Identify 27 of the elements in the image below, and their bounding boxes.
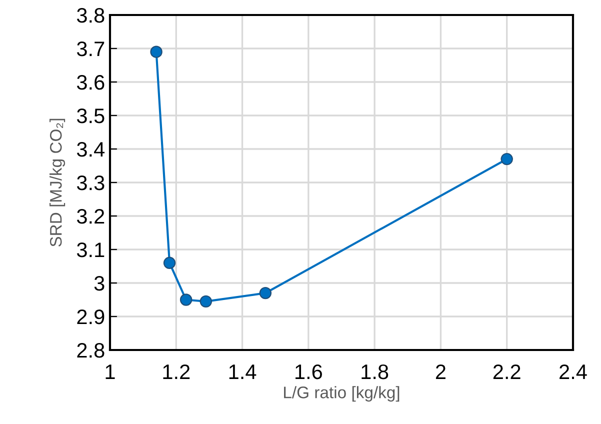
y-tick-label: 2.9 (77, 310, 104, 324)
point (500, 152, 513, 166)
y-tick-label: 3.5 (76, 108, 104, 124)
y-tick-label: 3 (94, 276, 104, 291)
point (200, 295, 212, 308)
y-tick-label: 3.8 (76, 8, 104, 23)
y-tick-label: 3.7 (76, 42, 104, 56)
x-tick-label: 1 (106, 364, 115, 379)
x-axis-title: L/G ratio [kg/kg] (284, 386, 400, 402)
x-tick-label: 2.2 (493, 364, 520, 379)
point (259, 286, 272, 300)
y-tick-label: 3.4 (76, 142, 105, 157)
y-tick-label: 3.6 (76, 75, 104, 90)
y-tick-label: 3.1 (76, 242, 104, 258)
x-tick-label: 2 (436, 364, 446, 379)
x-tick-label: 1.6 (296, 364, 322, 380)
y-axis-title: SRD [MJ/kg CO₂] (50, 118, 66, 247)
x-tick-label: 1.8 (362, 364, 388, 380)
x-tick-label: 1.4 (229, 364, 256, 379)
point (180, 294, 192, 306)
y-tick-label: 3.3 (76, 176, 104, 190)
x-tick-label: 2.4 (560, 364, 587, 379)
y-tick-label: 3.2 (76, 209, 104, 224)
point (150, 46, 162, 58)
x-tick-label: 1.2 (163, 364, 190, 379)
point (163, 256, 176, 270)
y-tick-label: 2.8 (77, 343, 104, 358)
